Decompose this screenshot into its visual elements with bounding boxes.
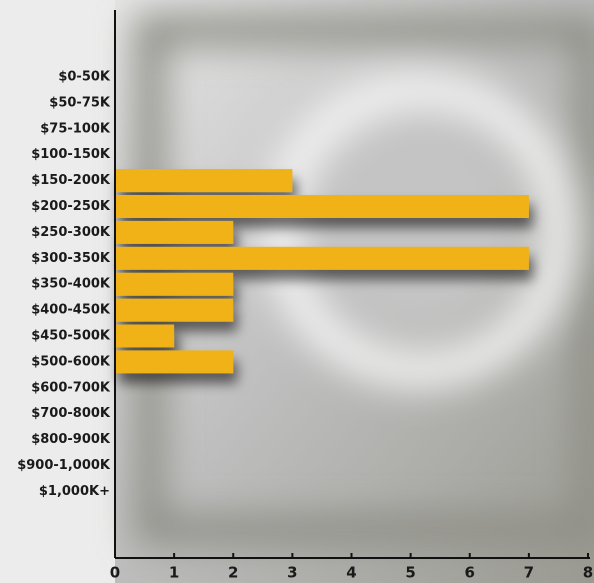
x-tick-label: 8 [583, 564, 593, 582]
y-tick-label: $800-900K [31, 432, 111, 447]
y-tick-label: $400-450K [31, 303, 111, 318]
bar [115, 272, 234, 296]
y-tick-label: $300-350K [31, 251, 111, 266]
x-tick-label: 7 [524, 564, 534, 582]
x-tick-label: 3 [287, 564, 297, 582]
bar [115, 350, 234, 374]
x-tick-label: 2 [228, 564, 238, 582]
y-tick-label: $900-1,000K [17, 458, 111, 473]
y-tick-label: $600-700K [31, 380, 111, 395]
bar [115, 169, 293, 193]
bar [115, 220, 234, 244]
y-tick-label: $250-300K [31, 225, 111, 240]
y-tick-label: $350-400K [31, 277, 111, 292]
y-tick-label: $500-600K [31, 354, 111, 369]
y-tick-label: $75-100K [40, 121, 111, 136]
y-tick-label: $150-200K [31, 173, 111, 188]
bar [115, 298, 234, 322]
x-tick-label: 5 [405, 564, 415, 582]
x-tick-label: 0 [110, 564, 120, 582]
y-tick-label: $700-800K [31, 406, 111, 421]
bar [115, 246, 529, 270]
x-tick-label: 1 [169, 564, 179, 582]
bar [115, 195, 529, 218]
y-tick-label: $100-150K [31, 147, 111, 162]
y-tick-label: $0-50K [58, 70, 111, 85]
y-tick-label: $450-500K [31, 329, 111, 344]
x-tick-label: 6 [465, 564, 475, 582]
y-tick-label: $1,000K+ [39, 484, 110, 499]
x-tick-label: 4 [346, 564, 356, 582]
bar [115, 324, 175, 348]
y-tick-label: $50-75K [49, 95, 111, 110]
y-tick-label: $200-250K [31, 199, 111, 214]
